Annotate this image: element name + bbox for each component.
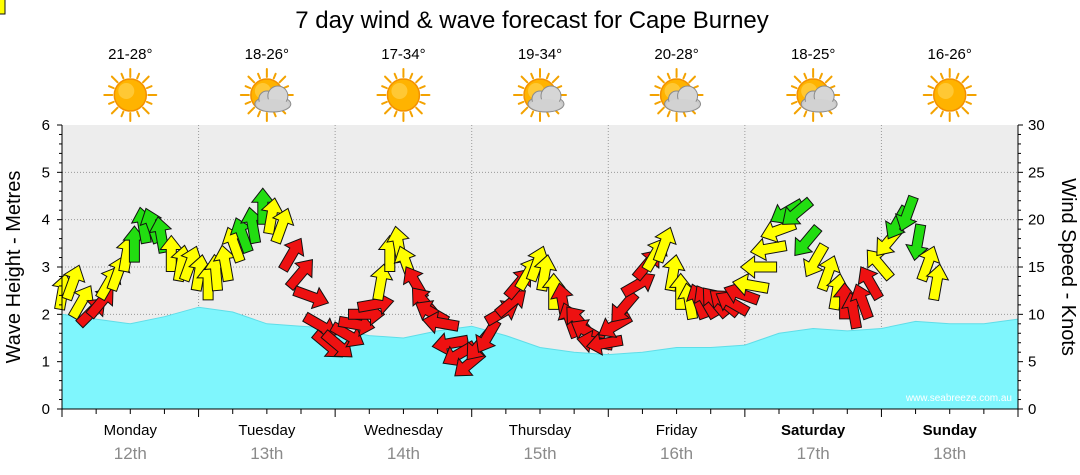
wind-arrow — [0, 0, 6, 15]
chart-title: 7 day wind & wave forecast for Cape Burn… — [295, 7, 769, 34]
sun-cloud-icon — [513, 68, 567, 122]
sun-icon — [922, 68, 977, 122]
day-date-label: 13th — [250, 444, 283, 463]
left-axis-ticks: 0 1 2 3 4 5 6 — [42, 117, 62, 418]
wind-arrow — [782, 196, 815, 225]
day-name-label: Friday — [656, 422, 698, 439]
wind-arrow — [816, 255, 841, 293]
wind-arrow — [611, 290, 640, 323]
temp-range-label: 17-34° — [381, 46, 425, 63]
wind-arrow — [661, 254, 686, 292]
right-tick-label: 0 — [1028, 401, 1036, 418]
wind-arrow — [794, 223, 823, 257]
right-tick-label: 30 — [1028, 117, 1045, 134]
right-axis-label: Wind Speed - Knots — [1057, 178, 1079, 356]
left-tick-label: 6 — [42, 117, 50, 134]
wind-arrows — [0, 0, 950, 377]
day-forecast-header: 21-28° 18-26° 17-34° 19-34° 20-28° 18-25° 16-2… — [103, 46, 977, 122]
temp-range-label: 21-28° — [108, 46, 152, 63]
left-tick-label: 4 — [42, 212, 50, 229]
wind-arrow — [731, 272, 770, 297]
watermark: www.seabreeze.com.au — [905, 393, 1012, 404]
sun-icon — [376, 68, 431, 122]
temp-range-label: 20-28° — [654, 46, 698, 63]
temp-range-label: 18-25° — [791, 46, 835, 63]
wind-arrow — [857, 266, 884, 302]
wind-arrow — [533, 254, 558, 292]
day-date-label: 18th — [933, 444, 966, 463]
right-tick-label: 20 — [1028, 212, 1045, 229]
wind-arrow — [905, 223, 929, 262]
temp-range-label: 19-34° — [518, 46, 562, 63]
sun-cloud-icon — [786, 68, 841, 122]
sun-icon — [103, 68, 158, 122]
left-tick-label: 2 — [42, 306, 50, 323]
day-name-label: Sunday — [923, 422, 978, 439]
left-tick-label: 3 — [42, 259, 50, 276]
day-date-label: 14th — [387, 444, 420, 463]
left-axis-label: Wave Height - Metres — [3, 171, 25, 364]
day-name-label: Saturday — [781, 422, 846, 439]
right-axis-ticks: 0 5 10 15 20 25 30 — [1018, 117, 1045, 418]
day-name-label: Tuesday — [238, 422, 295, 439]
x-axis-day-labels: Monday 12th Tuesday 13th Wednesday 14th Thursd… — [61, 409, 1019, 463]
day-date-label: 17th — [797, 444, 830, 463]
wind-arrow — [292, 285, 330, 310]
wind-arrow — [61, 264, 86, 302]
wind-arrow — [421, 310, 460, 335]
wind-arrow — [925, 263, 950, 302]
wind-arrow — [916, 245, 941, 283]
temp-range-label: 18-26° — [245, 46, 289, 63]
day-date-label: 16th — [660, 444, 693, 463]
right-tick-label: 25 — [1028, 164, 1045, 181]
day-name-label: Thursday — [509, 422, 572, 439]
wind-arrow — [369, 263, 394, 302]
wind-arrow — [278, 237, 305, 273]
left-tick-label: 5 — [42, 164, 50, 181]
day-name-label: Wednesday — [364, 422, 443, 439]
right-tick-label: 5 — [1028, 354, 1036, 371]
day-name-label: Monday — [104, 422, 158, 439]
day-date-label: 15th — [523, 444, 556, 463]
wind-arrow — [652, 226, 677, 264]
sun-cloud-icon — [649, 68, 704, 122]
right-tick-label: 10 — [1028, 306, 1045, 323]
wind-arrow — [739, 254, 778, 280]
wave-height-area — [61, 306, 1019, 410]
wind-arrow — [749, 237, 788, 262]
sun-cloud-icon — [239, 68, 294, 122]
left-tick-label: 1 — [42, 354, 50, 371]
wind-arrow — [894, 194, 919, 232]
wind-arrow — [284, 259, 313, 292]
left-tick-label: 0 — [42, 401, 50, 418]
right-tick-label: 15 — [1028, 259, 1045, 276]
temp-range-label: 16-26° — [928, 46, 972, 63]
wind-arrow — [803, 242, 830, 278]
day-date-label: 12th — [114, 444, 147, 463]
wind-arrow — [270, 207, 295, 245]
